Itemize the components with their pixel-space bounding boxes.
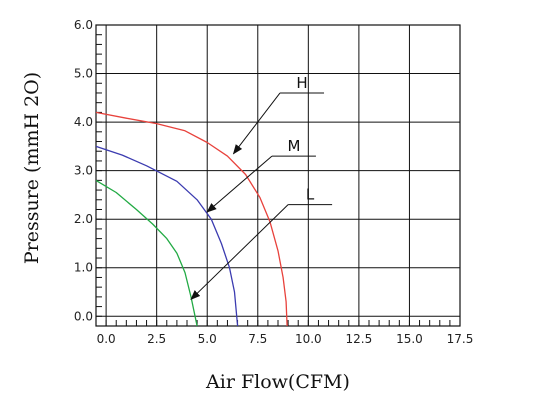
x-tick-label: 17.5 <box>447 332 474 346</box>
series-line-h <box>95 111 288 327</box>
x-tick-label: 10.0 <box>295 332 322 346</box>
plot-area <box>96 25 460 326</box>
y-tick-label: 4.0 <box>74 115 93 129</box>
series-label-m: M <box>287 137 300 155</box>
y-tick-label: 0.0 <box>74 309 93 323</box>
x-tick-label: 5.0 <box>198 332 217 346</box>
tick-labels: 0.0 2.5 5.0 7.5 10.0 12.5 15.0 17.5 0.0 1.0 2.0 3.0… <box>74 18 473 346</box>
annotation-arrow <box>206 155 273 213</box>
y-tick-label: 1.0 <box>74 261 93 275</box>
series-label-l: L <box>306 186 315 204</box>
annotation-arrow <box>190 204 289 300</box>
series-line-m <box>95 145 239 327</box>
x-tick-label: 2.5 <box>147 332 166 346</box>
annotation-arrow <box>232 92 281 155</box>
series-lines <box>95 111 288 327</box>
y-tick-label: 6.0 <box>74 18 93 32</box>
x-tick-label: 15.0 <box>396 332 423 346</box>
series-annotations: H M L <box>190 74 333 300</box>
x-axis-title: Air Flow(CFM) <box>205 371 350 393</box>
y-tick-label: 2.0 <box>74 212 93 226</box>
y-axis-title: Pressure (mmH 2O) <box>21 72 43 264</box>
y-tick-label: 3.0 <box>74 164 93 178</box>
y-tick-label: 5.0 <box>74 67 93 81</box>
x-tick-label: 0.0 <box>97 332 116 346</box>
x-tick-label: 7.5 <box>248 332 267 346</box>
series-line-l <box>95 179 198 327</box>
series-label-h: H <box>296 74 307 92</box>
x-tick-label: 12.5 <box>346 332 373 346</box>
